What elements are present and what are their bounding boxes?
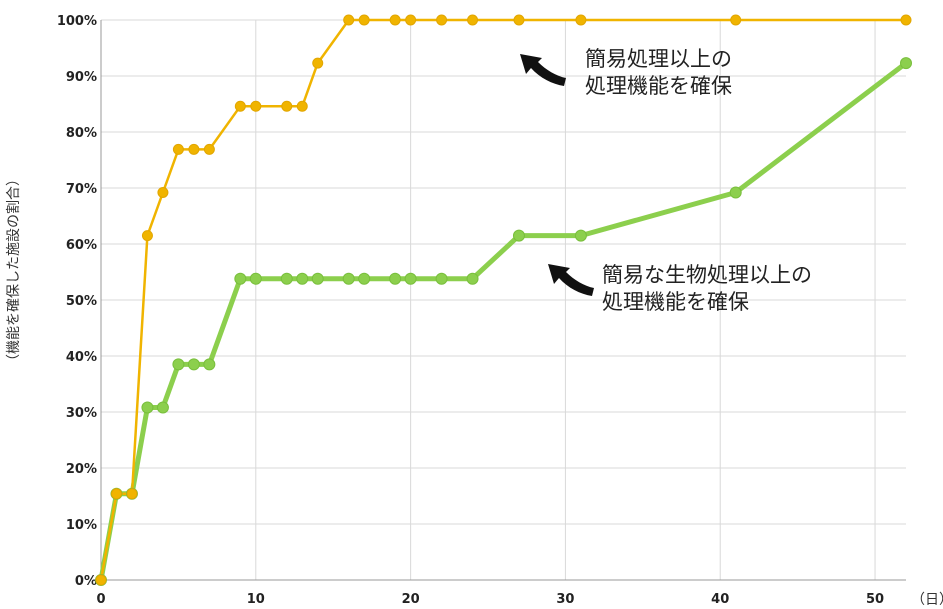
data-point <box>172 143 184 155</box>
data-point <box>203 358 216 371</box>
data-point <box>157 186 169 198</box>
data-point <box>141 230 153 242</box>
y-tick-label: 80% <box>66 126 97 141</box>
data-point <box>188 143 200 155</box>
data-point <box>466 272 479 285</box>
data-point <box>249 272 262 285</box>
annotation-text-line: 簡易な生物処理以上の <box>602 263 812 287</box>
data-point <box>358 272 371 285</box>
y-axis-label: （機能を確保した施設の割合） <box>5 172 22 368</box>
data-point <box>234 272 247 285</box>
series-points <box>95 14 912 586</box>
x-tick-label: 20 <box>402 592 420 607</box>
x-axis-unit-label: （日） <box>911 592 943 608</box>
data-point <box>343 14 355 26</box>
data-point <box>730 14 742 26</box>
annotation-text-line: 簡易処理以上の <box>585 47 732 71</box>
y-tick-label: 40% <box>66 350 97 365</box>
series-2-line <box>98 61 908 581</box>
y-tick-label: 0% <box>75 574 97 589</box>
x-tick-label: 50 <box>866 592 884 607</box>
data-point <box>575 14 587 26</box>
y-tick-label: 60% <box>66 238 97 253</box>
data-point <box>312 57 324 69</box>
series-1-points <box>95 14 912 586</box>
x-tick-label: 30 <box>556 592 574 607</box>
data-point <box>156 401 169 414</box>
data-point <box>203 143 215 155</box>
data-point <box>110 488 122 500</box>
annotation-text-line: 処理機能を確保 <box>585 74 732 98</box>
data-point <box>436 14 448 26</box>
curved-arrow-icon <box>520 54 566 86</box>
data-point <box>250 100 262 112</box>
y-tick-label: 100% <box>57 14 97 29</box>
y-tick-label: 10% <box>66 518 97 533</box>
data-point <box>389 14 401 26</box>
data-point <box>311 272 324 285</box>
y-tick-label: 90% <box>66 70 97 85</box>
data-point <box>513 14 525 26</box>
data-point <box>281 100 293 112</box>
data-point <box>900 57 912 70</box>
y-tick-label: 50% <box>66 294 97 309</box>
y-tick-label: 30% <box>66 406 97 421</box>
data-point <box>900 14 912 26</box>
annotation-text-line: 処理機能を確保 <box>602 290 749 314</box>
y-tick-label: 20% <box>66 462 97 477</box>
data-point <box>574 229 587 242</box>
data-point <box>296 272 309 285</box>
tick-labels: 0% 10% 20% 30% 40% 50% 60% 70% 80% 90% 100% 0 10 20 30… <box>57 14 884 607</box>
data-point <box>126 488 138 500</box>
gridlines <box>100 19 906 581</box>
data-point <box>187 358 200 371</box>
data-point <box>435 272 448 285</box>
data-point <box>342 272 355 285</box>
data-point <box>729 186 742 199</box>
data-point <box>358 14 370 26</box>
axes <box>100 20 906 581</box>
data-point <box>467 14 479 26</box>
x-tick-label: 40 <box>711 592 729 607</box>
data-point <box>280 272 293 285</box>
x-tick-label: 0 <box>96 592 105 607</box>
data-point <box>296 100 308 112</box>
curved-arrow-icon <box>548 264 594 296</box>
data-point <box>404 272 417 285</box>
data-point <box>389 272 402 285</box>
data-point <box>512 229 525 242</box>
data-point <box>172 358 185 371</box>
y-tick-label: 70% <box>66 182 97 197</box>
x-tick-label: 10 <box>247 592 265 607</box>
data-point <box>95 574 107 586</box>
data-point <box>234 100 246 112</box>
data-point <box>141 401 154 414</box>
data-point <box>405 14 417 26</box>
